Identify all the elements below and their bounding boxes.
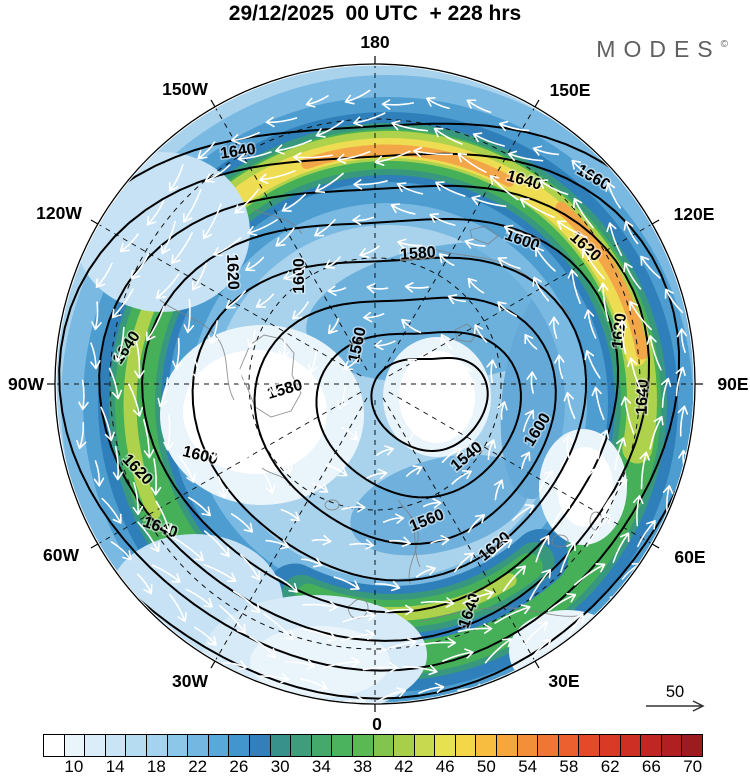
colorbar-cell-34 xyxy=(311,735,333,756)
colorbar-cell-58 xyxy=(558,735,580,756)
colorbar-cell-36 xyxy=(332,735,353,756)
colorbar-cell-66 xyxy=(641,735,662,756)
colorbar-tick-14: 14 xyxy=(105,757,125,776)
colorbar-tick-42: 42 xyxy=(394,757,414,776)
colorbar-cell-62 xyxy=(600,735,621,756)
colorbar-cell-50 xyxy=(476,735,498,756)
colorbar-cell-10 xyxy=(64,735,86,756)
reference-arrow-label: 50 xyxy=(666,683,684,701)
colorbar-cell-28 xyxy=(249,735,271,756)
colorbar-cell-52 xyxy=(497,735,518,756)
colorbar-cell-24 xyxy=(208,735,230,756)
colorbar-cell-12 xyxy=(85,735,106,756)
meridian-ticks xyxy=(47,56,703,712)
colorbar-tick-18: 18 xyxy=(146,757,166,776)
colorbar-cell-68 xyxy=(661,735,683,756)
longitude-label-60E: 60E xyxy=(674,547,705,567)
colorbar-cell-16 xyxy=(126,735,147,756)
colorbar-cell-70 xyxy=(682,735,702,756)
reference-arrow: 50 xyxy=(646,683,705,712)
longitude-label-90W: 90W xyxy=(8,374,44,394)
colorbar-tick-58: 58 xyxy=(559,757,579,776)
colorbar-cell-56 xyxy=(538,735,559,756)
copyright-mark: © xyxy=(720,39,728,50)
contour-label-1580: 1580 xyxy=(400,244,437,263)
longitude-label-150E: 150E xyxy=(550,80,591,100)
contour-label-1640: 1640 xyxy=(634,379,652,415)
colorbar-cell-20 xyxy=(167,735,189,756)
colorbar-tick-70: 70 xyxy=(683,757,703,776)
colorbar-cell-60 xyxy=(579,735,601,756)
colorbar-tick-26: 26 xyxy=(229,757,249,776)
colorbar-tick-22: 22 xyxy=(188,757,208,776)
colorbar-cell-32 xyxy=(291,735,312,756)
chart-title: 29/12/2025 00 UTC + 228 hrs xyxy=(228,2,522,25)
colorbar-cell-8 xyxy=(44,735,65,756)
reference-arrow-glyph xyxy=(646,700,705,712)
colorbar-cell-64 xyxy=(620,735,642,756)
colorbar-tick-50: 50 xyxy=(476,757,496,776)
colorbar-cell-48 xyxy=(455,735,477,756)
colorbar-tick-34: 34 xyxy=(311,757,331,776)
longitude-label-30E: 30E xyxy=(548,671,579,691)
colorbar-cell-42 xyxy=(394,735,415,756)
colorbar-tick-66: 66 xyxy=(641,757,661,776)
colorbar-cell-30 xyxy=(270,735,292,756)
modes-logo: MODES© xyxy=(596,36,728,63)
longitude-label-90E: 90E xyxy=(717,374,748,394)
longitude-label-60W: 60W xyxy=(43,545,79,565)
contour-label-1620: 1620 xyxy=(609,312,630,349)
colorbar-tick-54: 54 xyxy=(518,757,538,776)
colorbar-tick-38: 38 xyxy=(353,757,373,776)
colorbar-tick-62: 62 xyxy=(600,757,620,776)
longitude-label-150W: 150W xyxy=(162,79,208,99)
contour-label-1600: 1600 xyxy=(291,258,308,294)
colorbar-cell-44 xyxy=(414,735,436,756)
wind-arrows xyxy=(76,89,689,703)
longitude-label-30W: 30W xyxy=(172,671,208,691)
height-contours xyxy=(56,122,694,700)
colorbar-cell-14 xyxy=(105,735,127,756)
colorbar-cell-40 xyxy=(373,735,395,756)
colorbar-cell-46 xyxy=(435,735,456,756)
colorbar-cell-26 xyxy=(229,735,250,756)
longitude-label-120W: 120W xyxy=(36,203,82,223)
colorbar-cell-22 xyxy=(188,735,209,756)
contour-label-1620: 1620 xyxy=(223,254,241,290)
longitude-label-group: 180 150W 120W 90W 60W 30W 0 30E 60E 90E 120E 150E xyxy=(8,32,749,730)
modes-logo-text: MODES xyxy=(596,36,721,62)
coastlines xyxy=(159,207,603,623)
longitude-label-180: 180 xyxy=(360,32,389,52)
longitude-label-0: 0 xyxy=(372,714,382,730)
colorbar-tick-10: 10 xyxy=(64,757,84,776)
colorbar-tick-46: 46 xyxy=(435,757,455,776)
colorbar-tick-30: 30 xyxy=(270,757,290,776)
colorbar-cell-54 xyxy=(517,735,539,756)
colorbar-cell-38 xyxy=(352,735,374,756)
colorbar-cell-18 xyxy=(146,735,168,756)
colorbar xyxy=(43,734,703,757)
longitude-label-120E: 120E xyxy=(674,204,715,224)
